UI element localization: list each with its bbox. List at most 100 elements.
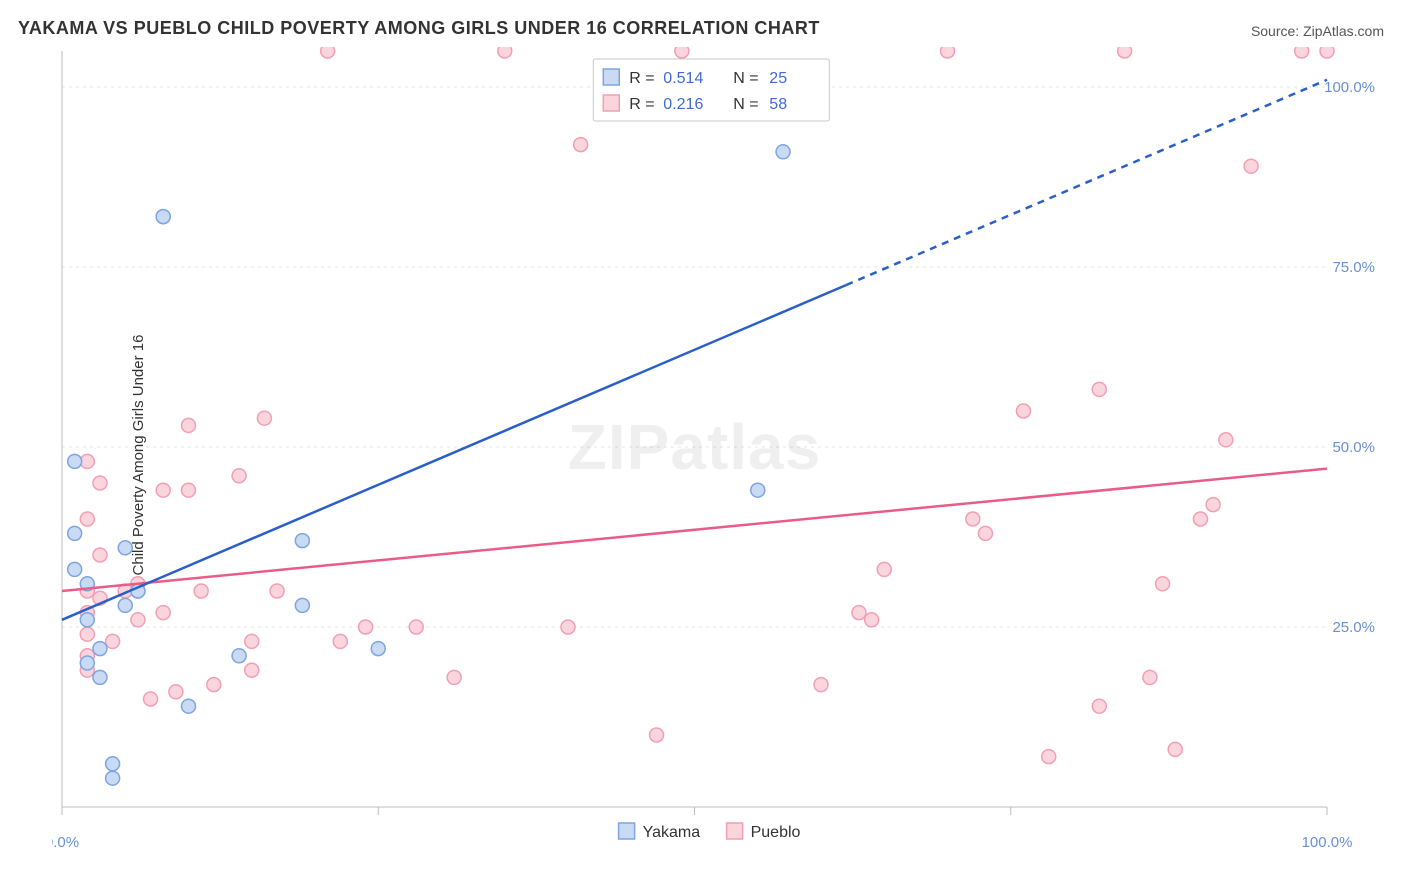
- data-point: [232, 469, 246, 483]
- legend-swatch: [619, 823, 635, 839]
- legend-swatch: [603, 95, 619, 111]
- data-point: [131, 613, 145, 627]
- data-point: [1042, 750, 1056, 764]
- plot-container: Child Poverty Among Girls Under 16 25.0%…: [12, 47, 1392, 862]
- source-credit: Source: ZipAtlas.com: [1251, 23, 1384, 39]
- stat-n-value: 25: [769, 70, 787, 87]
- data-point: [1168, 742, 1182, 756]
- data-point: [1206, 498, 1220, 512]
- data-point: [182, 418, 196, 432]
- data-point: [1156, 577, 1170, 591]
- data-point: [106, 634, 120, 648]
- data-point: [156, 210, 170, 224]
- data-point: [941, 47, 955, 58]
- data-point: [650, 728, 664, 742]
- stat-r-value: 0.216: [663, 96, 703, 113]
- scatter-plot: 25.0% 50.0% 75.0% 100.0% 0.0% 100.0% ZIPatlas R…: [52, 47, 1382, 862]
- data-point: [169, 685, 183, 699]
- data-point: [776, 145, 790, 159]
- xtick-label: 0.0%: [52, 834, 79, 851]
- ytick-label: 50.0%: [1332, 439, 1375, 456]
- data-point: [852, 606, 866, 620]
- data-point: [68, 562, 82, 576]
- data-point: [118, 598, 132, 612]
- xtick-label: 100.0%: [1302, 834, 1353, 851]
- stat-r-label: R =: [629, 96, 654, 113]
- data-point: [93, 476, 107, 490]
- data-point: [156, 483, 170, 497]
- data-point: [80, 512, 94, 526]
- data-point: [574, 138, 588, 152]
- data-point: [333, 634, 347, 648]
- data-point: [675, 47, 689, 58]
- data-point: [245, 634, 259, 648]
- data-point: [270, 584, 284, 598]
- data-point: [182, 699, 196, 713]
- stat-n-value: 58: [769, 96, 787, 113]
- data-point: [257, 411, 271, 425]
- legend-swatch: [727, 823, 743, 839]
- data-point: [68, 526, 82, 540]
- regression-line: [62, 469, 1327, 591]
- data-point: [1194, 512, 1208, 526]
- source-link[interactable]: ZipAtlas.com: [1303, 23, 1384, 39]
- data-point: [207, 678, 221, 692]
- header: YAKAMA VS PUEBLO CHILD POVERTY AMONG GIR…: [0, 0, 1406, 47]
- data-point: [1295, 47, 1309, 58]
- legend-label: Yakama: [643, 824, 701, 841]
- ytick-label: 75.0%: [1332, 259, 1375, 276]
- data-point: [371, 642, 385, 656]
- data-point: [814, 678, 828, 692]
- data-point: [93, 548, 107, 562]
- data-point: [1143, 670, 1157, 684]
- data-point: [80, 613, 94, 627]
- stat-n-label: N =: [733, 70, 758, 87]
- regression-line-extrapolated: [846, 80, 1327, 285]
- data-point: [68, 454, 82, 468]
- data-point: [144, 692, 158, 706]
- legend-label: Pueblo: [751, 824, 801, 841]
- data-point: [409, 620, 423, 634]
- stat-n-label: N =: [733, 96, 758, 113]
- data-point: [80, 454, 94, 468]
- data-point: [1219, 433, 1233, 447]
- ytick-label: 25.0%: [1332, 619, 1375, 636]
- data-point: [245, 663, 259, 677]
- data-point: [1092, 382, 1106, 396]
- data-point: [156, 606, 170, 620]
- source-prefix: Source:: [1251, 23, 1303, 39]
- data-point: [966, 512, 980, 526]
- legend-swatch: [603, 69, 619, 85]
- data-point: [978, 526, 992, 540]
- data-point: [80, 656, 94, 670]
- data-point: [93, 670, 107, 684]
- data-point: [561, 620, 575, 634]
- data-point: [751, 483, 765, 497]
- data-point: [1092, 699, 1106, 713]
- data-point: [80, 627, 94, 641]
- data-point: [359, 620, 373, 634]
- data-point: [295, 598, 309, 612]
- data-point: [194, 584, 208, 598]
- data-point: [1118, 47, 1132, 58]
- data-point: [232, 649, 246, 663]
- data-point: [498, 47, 512, 58]
- data-point: [877, 562, 891, 576]
- data-point: [118, 541, 132, 555]
- data-point: [865, 613, 879, 627]
- data-point: [1320, 47, 1334, 58]
- data-point: [295, 534, 309, 548]
- data-point: [1016, 404, 1030, 418]
- watermark: ZIPatlas: [568, 411, 821, 483]
- data-point: [447, 670, 461, 684]
- ytick-label: 100.0%: [1324, 79, 1375, 96]
- stat-r-label: R =: [629, 70, 654, 87]
- page-title: YAKAMA VS PUEBLO CHILD POVERTY AMONG GIR…: [18, 18, 820, 39]
- data-point: [321, 47, 335, 58]
- data-point: [182, 483, 196, 497]
- data-point: [93, 642, 107, 656]
- data-point: [106, 771, 120, 785]
- stat-r-value: 0.514: [663, 70, 703, 87]
- data-point: [1244, 159, 1258, 173]
- data-point: [106, 757, 120, 771]
